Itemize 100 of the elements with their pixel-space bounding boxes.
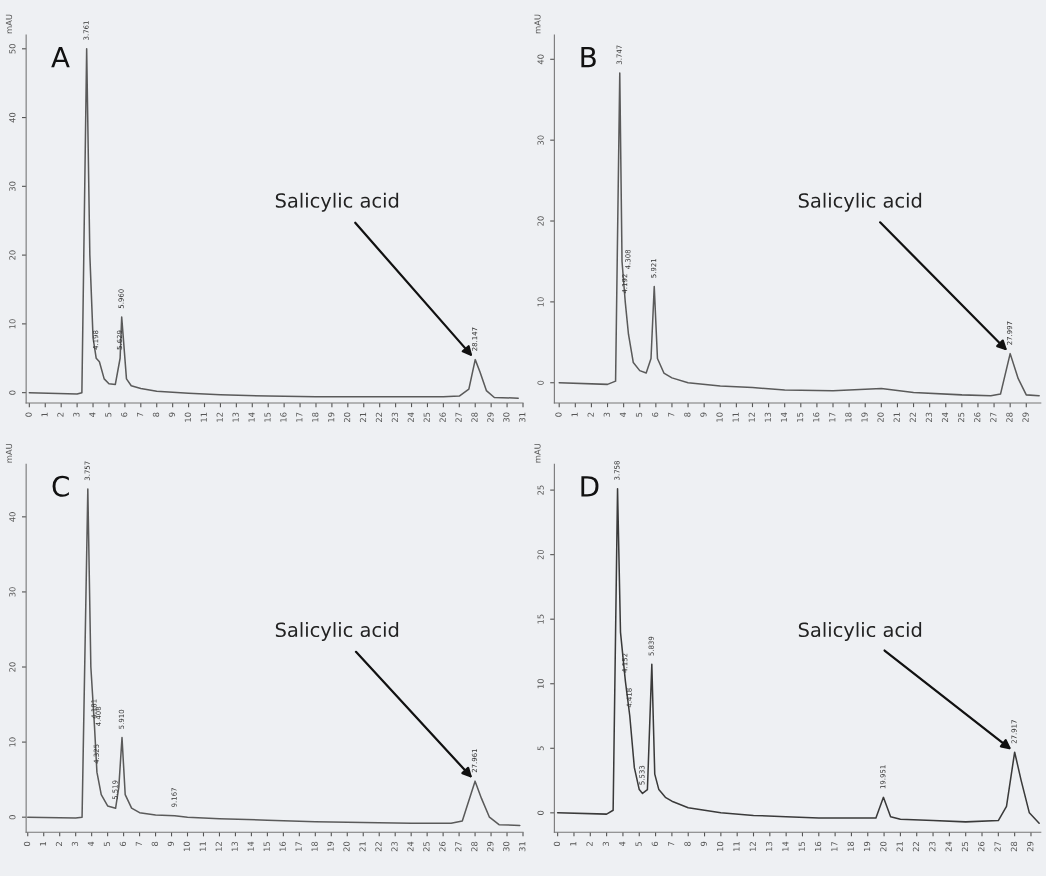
annotation: Salicylic acid — [798, 192, 922, 212]
x-tick-label: 15 — [263, 841, 270, 851]
x-tick-label: 16 — [279, 841, 286, 851]
y-tick-label: 10 — [9, 737, 16, 747]
x-tick-label: 18 — [845, 412, 852, 422]
x-tick-label: 16 — [813, 412, 820, 422]
y-tick-label: 30 — [9, 587, 16, 597]
x-tick-label: 11 — [199, 842, 206, 851]
x-tick-label: 25 — [423, 412, 430, 422]
chart-title: A — [51, 46, 70, 68]
x-tick-label: 24 — [407, 412, 414, 422]
chart-title: D — [581, 476, 599, 497]
x-tick-label: 4 — [87, 841, 94, 847]
x-tick-label: 9 — [700, 841, 707, 847]
x-tick-label: 3 — [73, 412, 80, 417]
x-tick-label: 2 — [586, 842, 593, 846]
x-tick-label: 27 — [455, 841, 462, 852]
x-tick-label: 23 — [391, 412, 399, 422]
y-tick-label: 50 — [9, 44, 16, 54]
x-tick-label: 26 — [439, 841, 446, 852]
x-tick-label: 29 — [487, 841, 494, 852]
x-tick-label: 1 — [39, 842, 47, 846]
y-tick-label: 10 — [9, 319, 16, 329]
x-tick-label: 31 — [519, 412, 526, 422]
x-tick-label: 20 — [343, 412, 351, 422]
x-tick-label: 11 — [200, 412, 207, 422]
x-tick-label: 9 — [700, 412, 707, 417]
line-series — [558, 72, 1040, 397]
chart-title: C — [52, 475, 69, 497]
x-tick-label: 21 — [359, 412, 367, 422]
x-tick-label: 20 — [880, 841, 887, 852]
y-tick-label: 40 — [9, 112, 16, 123]
x-tick-label: 4 — [89, 412, 96, 417]
x-tick-label: 23 — [925, 412, 933, 422]
x-tick-label: 0 — [553, 841, 561, 846]
x-tick-label: 17 — [295, 841, 302, 851]
x-tick-label: 18 — [312, 412, 319, 422]
x-tick-label: 8 — [684, 841, 691, 846]
x-tick-label: 10 — [184, 412, 191, 422]
x-tick-label: 0 — [23, 841, 31, 846]
x-tick-label: 26 — [974, 412, 981, 422]
y-tick-label: 0 — [9, 815, 16, 820]
x-tick-label: 19 — [863, 841, 871, 851]
x-tick-label: 21 — [896, 842, 903, 852]
x-tick-label: 28 — [1006, 412, 1013, 422]
y-tick-label: 20 — [537, 549, 544, 560]
x-tick-label: 3 — [602, 841, 610, 846]
x-tick-label: 28 — [471, 841, 478, 852]
x-tick-label: 21 — [359, 842, 366, 852]
x-tick-label: 15 — [264, 412, 271, 422]
x-tick-label: 6 — [121, 412, 128, 417]
y-tick-label: 25 — [537, 485, 544, 495]
x-tick-label: 22 — [375, 842, 382, 852]
y-tick-label: 5 — [537, 746, 544, 751]
x-tick-label: 30 — [503, 841, 510, 852]
y-axis-title: mAU — [534, 444, 541, 463]
x-tick-label: 7 — [668, 412, 675, 417]
y-tick-label: 20 — [9, 250, 16, 260]
x-tick-label: 6 — [119, 841, 127, 846]
x-tick-label: 8 — [152, 412, 160, 417]
x-tick-label: 5 — [635, 841, 642, 846]
x-tick-label: 28 — [1010, 841, 1018, 852]
y-tick-label: 0 — [9, 390, 16, 395]
y-tick-label: 10 — [537, 678, 544, 689]
y-tick-label: 10 — [537, 297, 544, 307]
x-tick-label: 24 — [941, 412, 949, 422]
x-tick-label: 27 — [990, 412, 997, 422]
x-tick-label: 12 — [749, 842, 756, 851]
x-tick-label: 7 — [137, 412, 144, 417]
x-tick-label: 24 — [945, 841, 952, 852]
y-axis-title: mAU — [5, 14, 13, 34]
x-tick-label: 14 — [247, 841, 254, 851]
x-tick-label: 15 — [797, 412, 804, 422]
x-tick-label: 12 — [215, 842, 222, 851]
x-tick-label: 1 — [571, 412, 578, 417]
x-tick-label: 3 — [71, 841, 79, 846]
x-tick-label: 9 — [168, 412, 176, 417]
x-tick-label: 20 — [343, 841, 350, 852]
x-tick-label: 28 — [471, 412, 478, 422]
x-tick-label: 14 — [248, 412, 255, 422]
y-tick-label: 0 — [537, 810, 544, 815]
x-tick-label: 18 — [847, 841, 854, 851]
x-tick-label: 5 — [635, 412, 643, 417]
line-series — [28, 48, 519, 399]
annotation: Salicylic acid — [275, 622, 399, 641]
y-tick-label: 0 — [537, 380, 544, 385]
x-tick-label: 7 — [668, 841, 675, 846]
x-tick-label: 5 — [103, 841, 111, 846]
x-tick-label: 4 — [619, 412, 626, 417]
x-tick-label: 6 — [651, 412, 659, 417]
x-tick-label: 30 — [503, 412, 510, 422]
x-tick-label: 19 — [328, 412, 335, 422]
x-tick-label: 14 — [780, 412, 787, 422]
x-tick-label: 23 — [391, 841, 398, 852]
x-tick-label: 18 — [311, 841, 318, 851]
y-tick-label: 20 — [9, 662, 16, 672]
x-tick-label: 25 — [423, 841, 430, 852]
x-tick-label: 26 — [439, 412, 446, 422]
x-tick-label: 20 — [877, 412, 884, 422]
x-tick-label: 22 — [375, 412, 382, 422]
